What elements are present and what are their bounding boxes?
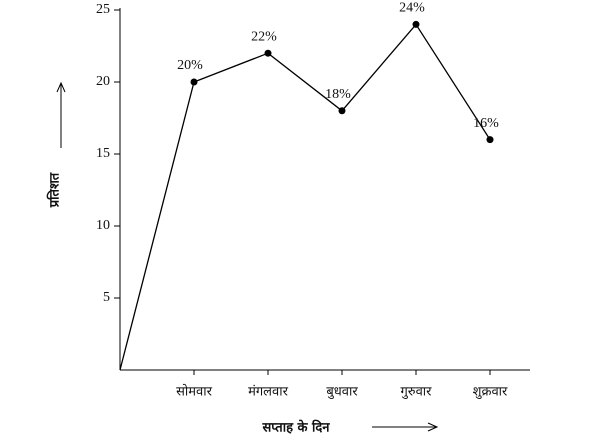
data-point [190,78,198,86]
x-axis-label: सप्ताह के दिन [262,420,331,436]
y-tick-label: 15 [96,146,110,161]
y-tick-label: 5 [103,290,110,305]
value-label: 16% [473,116,499,131]
x-tick-label: मंगलवार [248,385,289,400]
x-tick-label: शुक्रवार [473,385,508,400]
y-axis-label: प्रतिशत [47,172,63,208]
x-arrow [372,422,439,432]
data-point [412,20,420,28]
value-label: 18% [325,87,351,102]
value-label: 24% [399,1,425,16]
data-line [119,23,491,371]
data-point [338,107,346,115]
y-tick-label: 10 [96,218,110,233]
data-point [264,49,272,57]
x-tick-label: बुधवार [326,385,358,400]
x-tick-label: गुरुवार [400,385,432,400]
value-label: 20% [177,58,203,73]
value-label: 22% [251,29,277,44]
x-tick-label: सोमवार [176,384,213,400]
y-tick-label: 25 [96,2,110,17]
data-point [486,136,494,144]
y-arrow [56,81,66,148]
y-tick-label: 20 [96,74,110,89]
